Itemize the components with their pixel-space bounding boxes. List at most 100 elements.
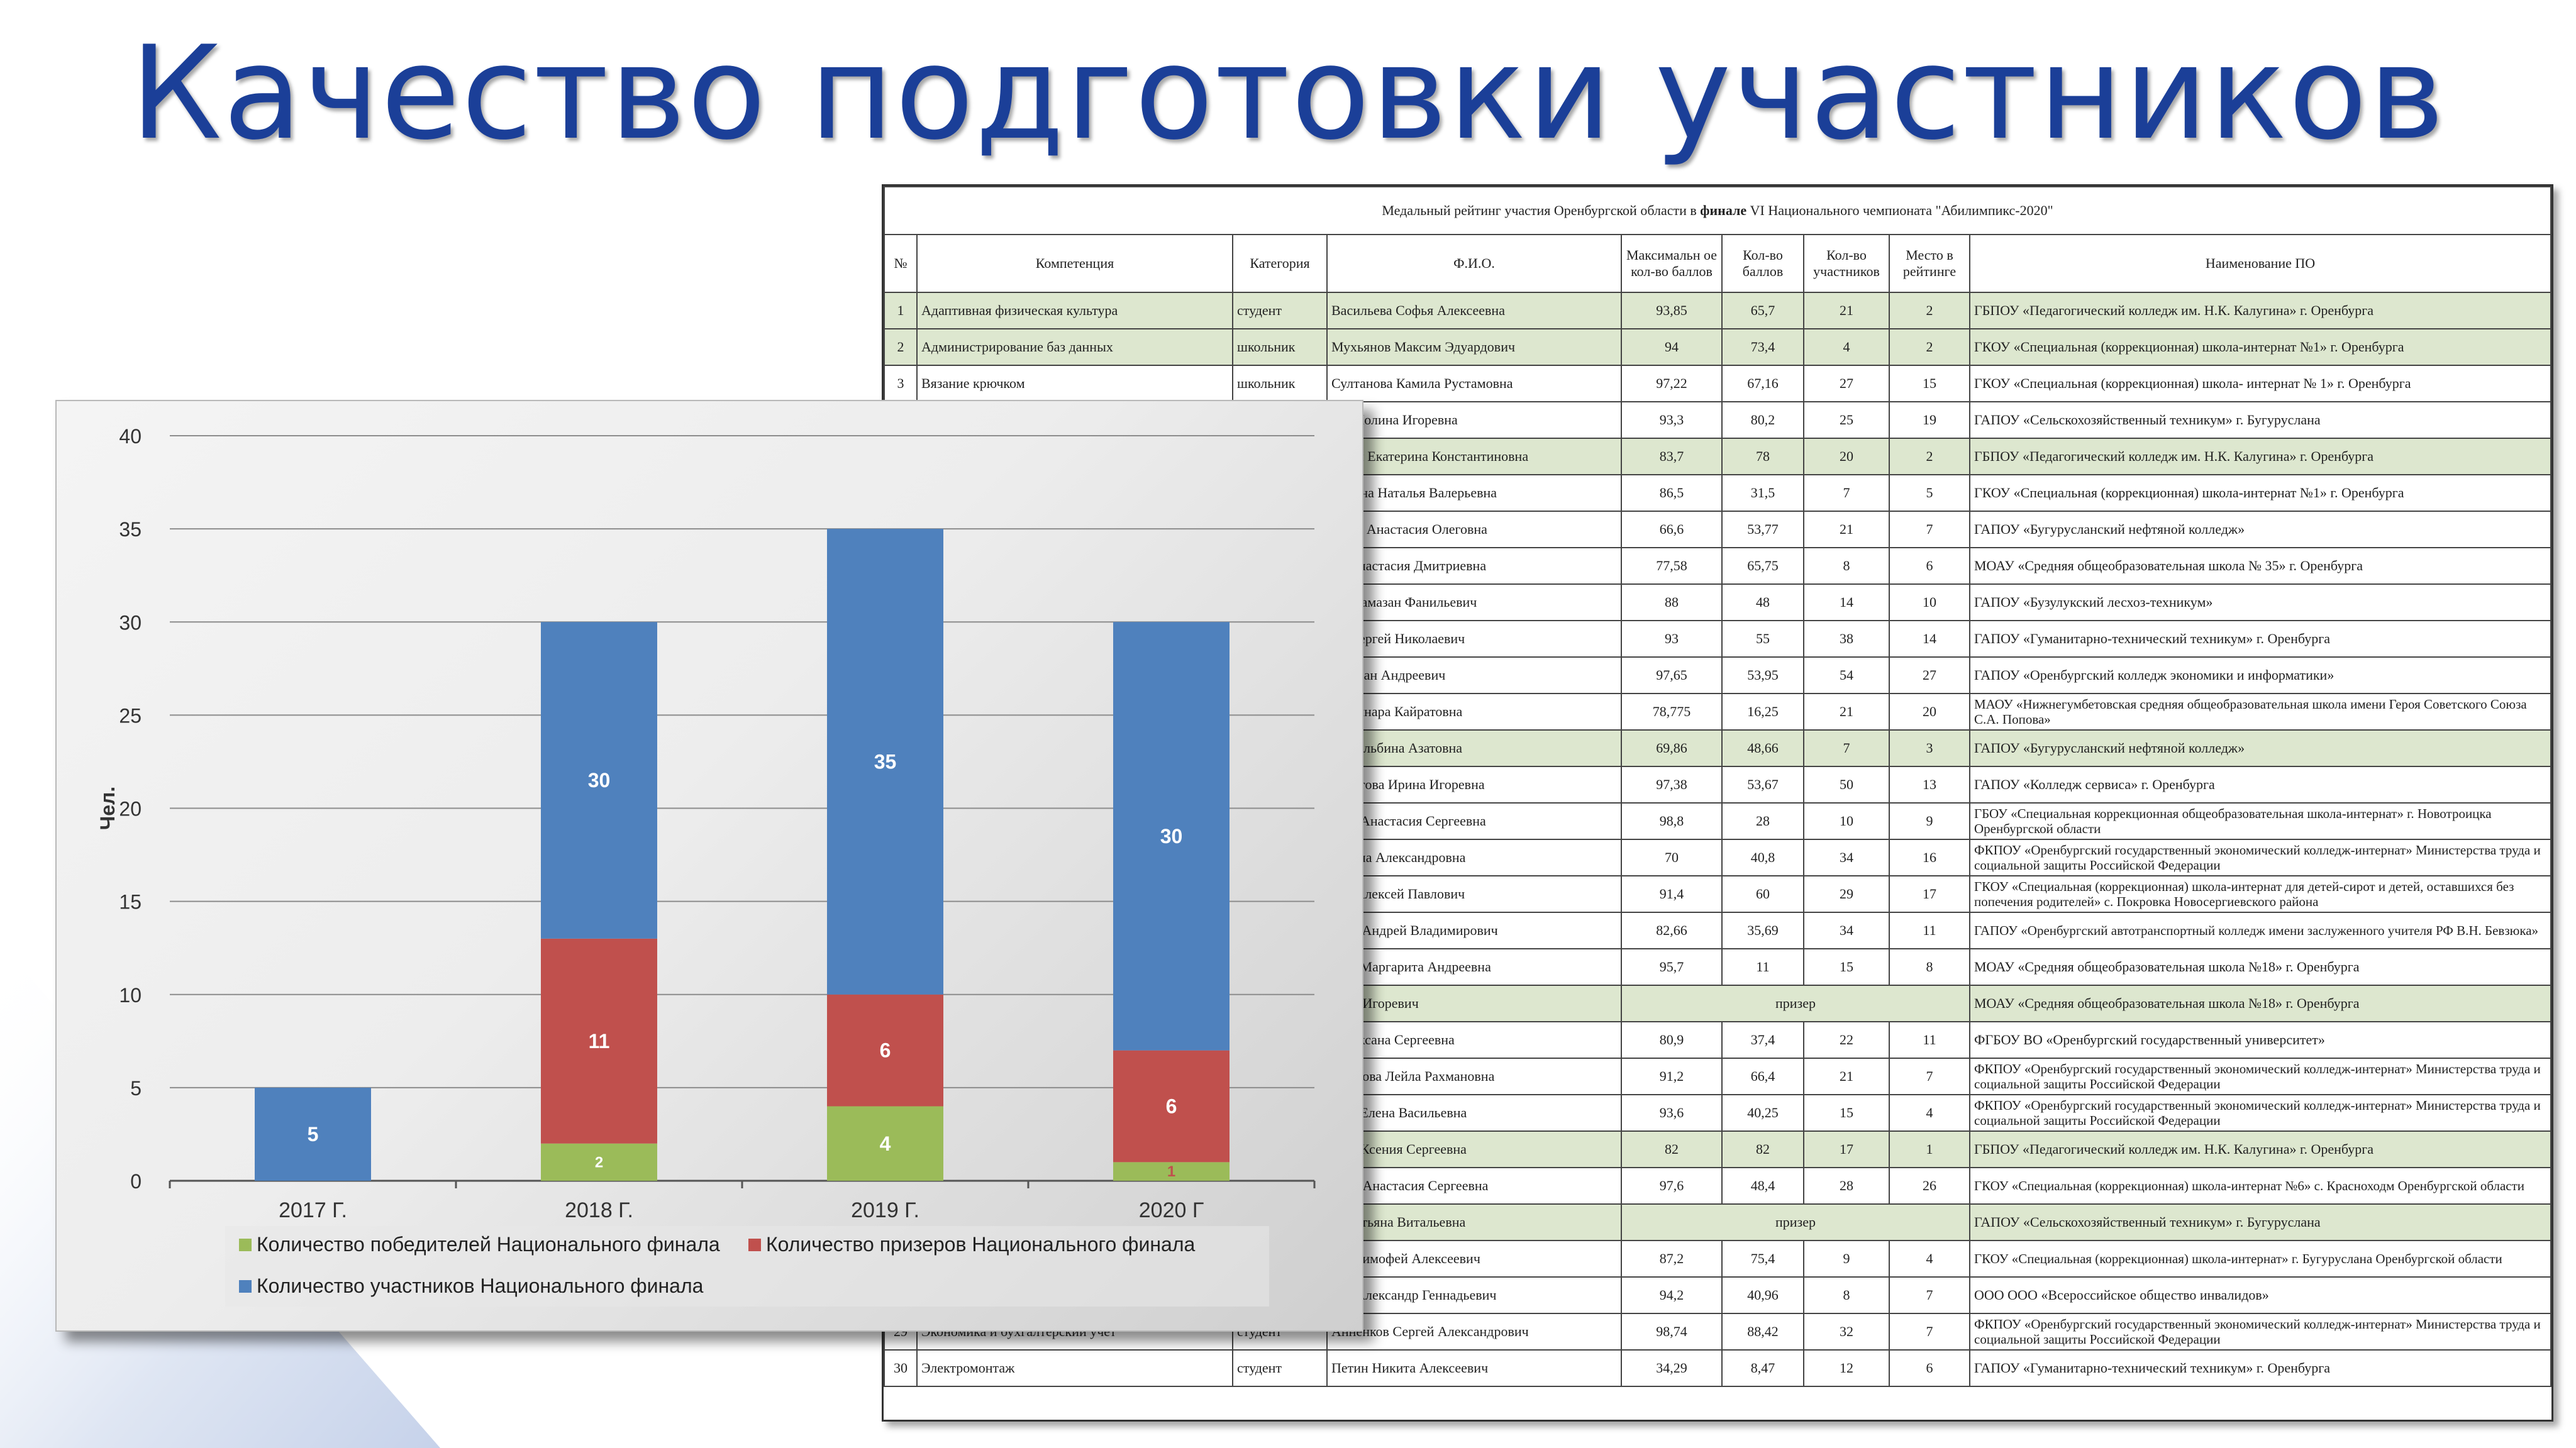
cell-max: 82,66 <box>1621 912 1723 949</box>
cell-score: 88,42 <box>1721 1313 1804 1351</box>
cell-org: МОАУ «Средняя общеобразовательная школа … <box>1969 985 2551 1022</box>
bar-segment <box>541 938 657 1144</box>
col-header-max: Максимальн ое кол-во баллов <box>1621 234 1723 293</box>
cell-score: 78 <box>1721 438 1804 475</box>
cell-max: 95,7 <box>1621 948 1723 986</box>
y-tick-label: 40 <box>119 425 142 448</box>
cell-participants: 21 <box>1803 1058 1890 1095</box>
cell-status: призер <box>1621 985 1970 1022</box>
cell-competence: Администрирование баз данных <box>916 328 1233 366</box>
cell-fio: Петин Никита Алексеевич <box>1326 1349 1622 1387</box>
y-tick-label: 30 <box>119 611 142 634</box>
cell-org: ФГБОУ ВО «Оренбургский государственный у… <box>1969 1021 2551 1059</box>
table-row: 2 Администрирование баз данных школьник Мух… <box>884 328 2551 366</box>
cell-score: 82 <box>1721 1130 1804 1168</box>
cell-place: 7 <box>1889 1058 1970 1095</box>
cell-participants: 21 <box>1803 511 1890 548</box>
data-label: 4 <box>880 1132 891 1155</box>
cell-fio: Егор Игоревич <box>1326 985 1622 1022</box>
cell-category: студент <box>1232 1349 1328 1387</box>
cell-org: ФКПОУ «Оренбургский государственный экон… <box>1969 1313 2551 1351</box>
cell-org: ГКОУ «Специальная (коррекционная) школа-… <box>1969 1240 2551 1278</box>
cell-score: 65,75 <box>1721 547 1804 585</box>
cell-competence: Электромонтаж <box>916 1349 1233 1387</box>
cell-status: призер <box>1621 1203 1970 1241</box>
table-row: 3 Вязание крючком школьник Султанова Камила… <box>884 365 2551 402</box>
legend-label: Количество участников Национального фина… <box>257 1274 704 1297</box>
cell-org: ГАПОУ «Бугурусланский нефтяной колледж» <box>1969 729 2551 767</box>
cell-competence: Адаптивная физическая культура <box>916 292 1233 329</box>
bar-segment <box>1113 622 1230 1051</box>
data-label: 6 <box>880 1039 891 1062</box>
cell-fio: ева Альбина Азатовна <box>1326 729 1622 767</box>
cell-fio: вева Елена Васильевна <box>1326 1094 1622 1132</box>
cell-place: 7 <box>1889 1313 1970 1351</box>
col-header-participants: Кол-во участников <box>1803 234 1890 293</box>
col-header-place: Место в рейтинге <box>1889 234 1970 293</box>
legend-box <box>225 1226 1269 1307</box>
cell-score: 66,4 <box>1721 1058 1804 1095</box>
cell-competence: Вязание крючком <box>916 365 1233 402</box>
cell-score: 40,8 <box>1721 839 1804 876</box>
cell-fio: ва Татьяна Витальевна <box>1326 1203 1622 1241</box>
cell-max: 34,29 <box>1621 1349 1723 1387</box>
cell-place: 15 <box>1889 365 1970 402</box>
cell-score: 53,95 <box>1721 656 1804 694</box>
x-tick-label: 2020 Г <box>1139 1198 1204 1222</box>
legend-swatch <box>748 1239 761 1251</box>
col-header-org: Наименование ПО <box>1969 234 2551 293</box>
cell-participants: 32 <box>1803 1313 1890 1351</box>
cell-fio: аев Рамазан Фанильевич <box>1326 583 1622 621</box>
bar-segment <box>827 529 943 995</box>
cell-place: 11 <box>1889 912 1970 949</box>
data-label: 1 <box>1167 1163 1175 1180</box>
cell-participants: 29 <box>1803 875 1890 913</box>
cell-max: 78,775 <box>1621 693 1723 731</box>
cell-fio: ин Сергей Николаевич <box>1326 620 1622 658</box>
col-header-score: Кол-во баллов <box>1721 234 1804 293</box>
cell-score: 48 <box>1721 583 1804 621</box>
cell-score: 60 <box>1721 875 1804 913</box>
cell-participants: 14 <box>1803 583 1890 621</box>
cell-participants: 28 <box>1803 1167 1890 1205</box>
cell-place: 20 <box>1889 693 1970 731</box>
cell-max: 98,8 <box>1621 802 1723 840</box>
cell-org: ГБПОУ «Педагогический колледж им. Н.К. К… <box>1969 292 2551 329</box>
cell-fio: Анненков Сергей Александрович <box>1326 1313 1622 1351</box>
cell-participants: 21 <box>1803 292 1890 329</box>
cell-place: 4 <box>1889 1240 1970 1278</box>
cell-org: ГБОУ «Специальная коррекционная общеобра… <box>1969 802 2551 840</box>
y-tick-label: 5 <box>130 1077 142 1100</box>
cell-score: 35,69 <box>1721 912 1804 949</box>
cell-score: 55 <box>1721 620 1804 658</box>
cell-participants: 25 <box>1803 401 1890 439</box>
bar-segment <box>827 1106 943 1181</box>
cell-org: ГБПОУ «Педагогический колледж им. Н.К. К… <box>1969 1130 2551 1168</box>
table-row: нихина Наталья Валерьевна 86,5 31,5 7 5 ГКОУ … <box>884 474 2551 512</box>
cell-score: 67,16 <box>1721 365 1804 402</box>
cell-org: ФКПОУ «Оренбургский государственный экон… <box>1969 839 2551 876</box>
cell-org: ФКПОУ «Оренбургский государственный экон… <box>1969 1094 2551 1132</box>
cell-max: 93 <box>1621 620 1723 658</box>
cell-max: 97,38 <box>1621 766 1723 804</box>
cell-org: ГАПОУ «Бугурусланский нефтяной колледж» <box>1969 511 2551 548</box>
cell-score: 40,96 <box>1721 1276 1804 1314</box>
table-row: 30 Электромонтаж студент Петин Никита Алекс… <box>884 1349 2551 1387</box>
cell-fio: ков Тимофей Алексеевич <box>1326 1240 1622 1278</box>
y-tick-label: 10 <box>119 984 142 1007</box>
cell-org: ГКОУ «Специальная (коррекционная) школа-… <box>1969 328 2551 366</box>
cell-org: ГАПОУ «Бузулукский лесхоз-техникум» <box>1969 583 2551 621</box>
cell-score: 73,4 <box>1721 328 1804 366</box>
table-caption: Медальный рейтинг участия Оренбургской о… <box>884 186 2551 235</box>
cell-score: 53,67 <box>1721 766 1804 804</box>
cell-place: 27 <box>1889 656 1970 694</box>
table-row: ков Тимофей Алексеевич 87,2 75,4 9 4 ГКОУ «Сп… <box>884 1240 2551 1278</box>
legend-label: Количество победителей Национального фин… <box>257 1233 720 1256</box>
cell-fio: хаметова Ирина Игоревна <box>1326 766 1622 804</box>
cell-fio: на Оксана Сергеевна <box>1326 1021 1622 1059</box>
cell-org: ГАПОУ «Колледж сервиса» г. Оренбурга <box>1969 766 2551 804</box>
cell-no: 1 <box>884 292 918 329</box>
cell-score: 16,25 <box>1721 693 1804 731</box>
cell-max: 77,58 <box>1621 547 1723 585</box>
cell-org: ГАПОУ «Гуманитарно-технический техникум»… <box>1969 620 2551 658</box>
